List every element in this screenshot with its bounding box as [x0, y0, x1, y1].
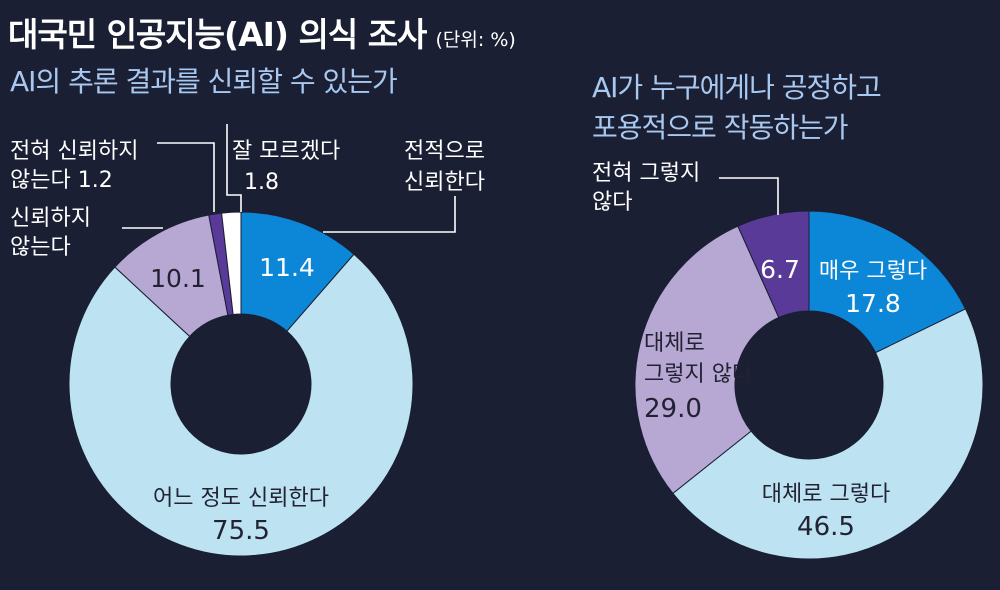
- unit-note: (단위: %): [435, 29, 516, 51]
- label-fully-trust-line1: 전적으로: [404, 139, 485, 164]
- value-mostly-not: 29.0: [644, 394, 702, 424]
- label-strongly-distrust-line2: 않는다 1.2: [10, 168, 113, 193]
- label-fully-trust-line2: 신뢰한다: [404, 170, 485, 195]
- label-unsure-line1: 잘 모르겠다: [232, 139, 340, 164]
- header: 대국민 인공지능(AI) 의식 조사 (단위: %): [8, 8, 516, 56]
- donut-chart-fairness: 전혀 그렇지 않다 6.7 매우 그렇다 17.8 대체로 그렇지 않다 29.…: [592, 161, 984, 560]
- value-distrust: 10.1: [150, 264, 206, 293]
- label-strongly-distrust-line1: 전혀 신뢰하지: [10, 139, 138, 164]
- value-somewhat-trust: 75.5: [212, 516, 270, 546]
- chart2-slice-2: [634, 225, 780, 495]
- label-mostly: 대체로 그렇다: [762, 482, 890, 507]
- leader-line-not-at-all: [719, 177, 779, 215]
- chart1-subtitle: AI의 추론 결과를 신뢰할 수 있는가: [10, 65, 398, 98]
- label-not-at-all-line2: 않다: [592, 190, 632, 215]
- chart2-subtitle-line2: 포용적으로 작동하는가: [592, 111, 849, 144]
- label-distrust-line2: 않는다: [10, 235, 71, 260]
- chart2-slice-0: [808, 210, 967, 354]
- value-very-much: 17.8: [845, 289, 901, 318]
- value-fully-trust: 11.4: [259, 253, 315, 282]
- label-unsure-value: 1.8: [244, 170, 279, 195]
- chart2-subtitle-line1: AI가 누구에게나 공정하고: [592, 71, 882, 104]
- label-distrust-line1: 신뢰하지: [10, 206, 91, 231]
- label-very-much: 매우 그렇다: [819, 259, 927, 284]
- label-mostly-not-line2: 그렇지 않다: [644, 362, 752, 387]
- value-mostly: 46.5: [797, 512, 855, 542]
- page-title: 대국민 인공지능(AI) 의식 조사: [8, 15, 427, 54]
- leader-line-unsure: [226, 124, 242, 212]
- label-mostly-not-line1: 대체로: [644, 331, 705, 356]
- value-not-at-all: 6.7: [760, 255, 800, 284]
- label-somewhat-trust: 어느 정도 신뢰한다: [153, 486, 329, 511]
- chart2-slice-1: [672, 308, 984, 560]
- leader-line-strongly-distrust: [157, 142, 215, 212]
- chart1-slice-4: [221, 211, 242, 316]
- donut-chart-trust: 전혀 신뢰하지 않는다 1.2 신뢰하지 않는다 잘 모르겠다 1.8 전적으로…: [10, 124, 485, 557]
- leader-line-fully-trust: [323, 196, 456, 233]
- chart2-slice-3: [737, 210, 810, 319]
- chart1-slice-1: [68, 253, 414, 557]
- label-not-at-all-line1: 전혀 그렇지: [592, 161, 700, 186]
